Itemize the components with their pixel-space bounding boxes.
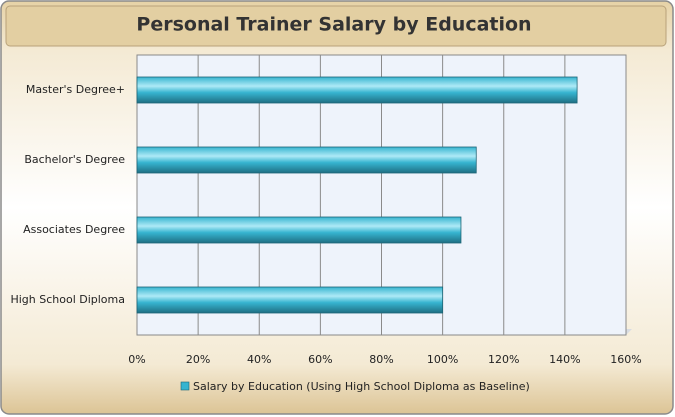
bar [136,76,578,104]
title-band [5,5,667,47]
x-tick-label: 60% [308,353,332,366]
x-tick-label: 80% [369,353,393,366]
y-tick-label: Master's Degree+ [26,83,125,96]
y-tick-label: Associates Degree [23,223,125,236]
y-tick-label: High School Diploma [10,293,125,306]
legend-swatch [180,381,190,391]
x-tick-label: 160% [610,353,641,366]
x-tick-label: 140% [549,353,580,366]
chart-title: Personal Trainer Salary by Education [136,14,531,36]
bar [136,146,477,174]
legend-label: Salary by Education (Using High School D… [193,380,530,393]
x-tick-label: 0% [128,353,145,366]
y-tick-label: Bachelor's Degree [24,153,125,166]
x-tick-label: 20% [186,353,210,366]
x-tick-label: 100% [427,353,458,366]
x-tick-label: 40% [247,353,271,366]
x-tick-label: 120% [488,353,519,366]
bar [136,216,462,244]
bar [136,286,444,314]
